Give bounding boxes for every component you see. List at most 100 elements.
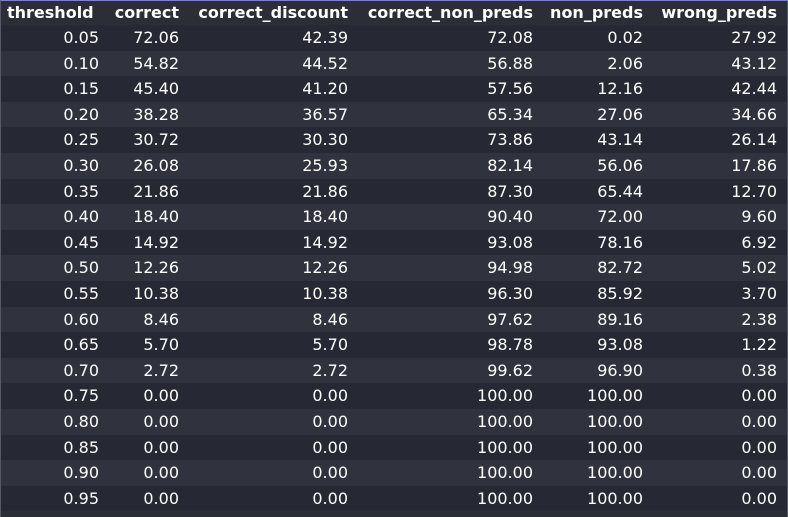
cell-correct: 18.40 bbox=[109, 204, 189, 230]
cell-threshold: 0.95 bbox=[1, 485, 109, 512]
cell-wrong-preds: 43.12 bbox=[653, 50, 787, 77]
column-header-correct-non-preds[interactable]: correct_non_preds bbox=[358, 1, 543, 25]
column-header-non-preds[interactable]: non_preds bbox=[543, 1, 653, 25]
cell-non-preds: 100.00 bbox=[543, 383, 653, 409]
cell-correct-non-preds: 72.08 bbox=[358, 25, 543, 51]
cell-correct-discount: 10.38 bbox=[189, 280, 358, 307]
cell-non-preds: 89.16 bbox=[543, 306, 653, 333]
cell-correct-non-preds: 100.00 bbox=[358, 383, 543, 409]
cell-correct-non-preds: 57.56 bbox=[358, 76, 543, 102]
cell-correct-discount: 12.26 bbox=[189, 255, 358, 281]
cell-non-preds: 56.06 bbox=[543, 152, 653, 179]
table-body: 0.05 72.06 42.39 72.08 0.02 27.92 0.10 54.82 44.… bbox=[1, 25, 787, 512]
cell-non-preds: 12.16 bbox=[543, 76, 653, 102]
table-row[interactable]: 0.65 5.70 5.70 98.78 93.08 1.22 bbox=[1, 332, 787, 358]
cell-threshold: 0.25 bbox=[1, 127, 109, 153]
cell-correct: 26.08 bbox=[109, 152, 189, 179]
cell-threshold: 0.35 bbox=[1, 178, 109, 205]
cell-correct-discount: 8.46 bbox=[189, 306, 358, 333]
table-row[interactable]: 0.55 10.38 10.38 96.30 85.92 3.70 bbox=[1, 280, 787, 307]
cell-correct: 0.00 bbox=[109, 485, 189, 512]
cell-correct: 72.06 bbox=[109, 25, 189, 51]
cell-wrong-preds: 0.00 bbox=[653, 460, 787, 486]
cell-correct-non-preds: 82.14 bbox=[358, 152, 543, 179]
cell-correct: 10.38 bbox=[109, 280, 189, 307]
cell-non-preds: 2.06 bbox=[543, 50, 653, 77]
column-header-threshold[interactable]: threshold bbox=[1, 1, 109, 25]
cell-non-preds: 100.00 bbox=[543, 408, 653, 435]
table-row[interactable]: 0.35 21.86 21.86 87.30 65.44 12.70 bbox=[1, 178, 787, 205]
table-row[interactable]: 0.95 0.00 0.00 100.00 100.00 0.00 bbox=[1, 485, 787, 512]
cell-correct-discount: 0.00 bbox=[189, 460, 358, 486]
cell-correct: 45.40 bbox=[109, 76, 189, 102]
table-row[interactable]: 0.10 54.82 44.52 56.88 2.06 43.12 bbox=[1, 50, 787, 77]
cell-threshold: 0.45 bbox=[1, 229, 109, 256]
cell-correct-discount: 0.00 bbox=[189, 408, 358, 435]
cell-correct-discount: 21.86 bbox=[189, 178, 358, 205]
cell-correct: 5.70 bbox=[109, 332, 189, 358]
cell-non-preds: 27.06 bbox=[543, 101, 653, 128]
cell-non-preds: 65.44 bbox=[543, 178, 653, 205]
cell-non-preds: 82.72 bbox=[543, 255, 653, 281]
cell-correct-discount: 41.20 bbox=[189, 76, 358, 102]
cell-non-preds: 85.92 bbox=[543, 280, 653, 307]
cell-correct: 21.86 bbox=[109, 178, 189, 205]
cell-correct-discount: 5.70 bbox=[189, 332, 358, 358]
cell-non-preds: 100.00 bbox=[543, 460, 653, 486]
table-row[interactable]: 0.50 12.26 12.26 94.98 82.72 5.02 bbox=[1, 255, 787, 281]
table-row[interactable]: 0.30 26.08 25.93 82.14 56.06 17.86 bbox=[1, 152, 787, 179]
cell-correct-discount: 18.40 bbox=[189, 204, 358, 230]
table-row[interactable]: 0.85 0.00 0.00 100.00 100.00 0.00 bbox=[1, 434, 787, 461]
cell-wrong-preds: 0.00 bbox=[653, 383, 787, 409]
cell-correct-non-preds: 98.78 bbox=[358, 332, 543, 358]
cell-correct-non-preds: 90.40 bbox=[358, 204, 543, 230]
cell-threshold: 0.10 bbox=[1, 50, 109, 77]
cell-correct: 0.00 bbox=[109, 460, 189, 486]
cell-correct-non-preds: 65.34 bbox=[358, 101, 543, 128]
cell-threshold: 0.85 bbox=[1, 434, 109, 461]
table-row[interactable]: 0.25 30.72 30.30 73.86 43.14 26.14 bbox=[1, 127, 787, 153]
cell-non-preds: 78.16 bbox=[543, 229, 653, 256]
cell-threshold: 0.65 bbox=[1, 332, 109, 358]
table-row[interactable]: 0.60 8.46 8.46 97.62 89.16 2.38 bbox=[1, 306, 787, 333]
cell-wrong-preds: 5.02 bbox=[653, 255, 787, 281]
cell-correct-non-preds: 100.00 bbox=[358, 485, 543, 512]
cell-non-preds: 43.14 bbox=[543, 127, 653, 153]
cell-correct-non-preds: 94.98 bbox=[358, 255, 543, 281]
cell-non-preds: 0.02 bbox=[543, 25, 653, 51]
cell-wrong-preds: 0.00 bbox=[653, 485, 787, 512]
cell-wrong-preds: 0.00 bbox=[653, 408, 787, 435]
cell-threshold: 0.30 bbox=[1, 152, 109, 179]
cell-correct: 54.82 bbox=[109, 50, 189, 77]
column-header-wrong-preds[interactable]: wrong_preds bbox=[653, 1, 787, 25]
table-row[interactable]: 0.40 18.40 18.40 90.40 72.00 9.60 bbox=[1, 204, 787, 230]
cell-wrong-preds: 42.44 bbox=[653, 76, 787, 102]
cell-wrong-preds: 3.70 bbox=[653, 280, 787, 307]
cell-correct-discount: 0.00 bbox=[189, 434, 358, 461]
cell-correct: 30.72 bbox=[109, 127, 189, 153]
cell-wrong-preds: 0.00 bbox=[653, 434, 787, 461]
cell-correct-non-preds: 87.30 bbox=[358, 178, 543, 205]
cell-correct: 8.46 bbox=[109, 306, 189, 333]
table-row[interactable]: 0.05 72.06 42.39 72.08 0.02 27.92 bbox=[1, 25, 787, 51]
cell-correct-discount: 30.30 bbox=[189, 127, 358, 153]
cell-correct-non-preds: 99.62 bbox=[358, 357, 543, 384]
column-header-correct[interactable]: correct bbox=[109, 1, 189, 25]
table-row[interactable]: 0.45 14.92 14.92 93.08 78.16 6.92 bbox=[1, 229, 787, 256]
cell-correct: 2.72 bbox=[109, 357, 189, 384]
table-row[interactable]: 0.90 0.00 0.00 100.00 100.00 0.00 bbox=[1, 460, 787, 486]
cell-threshold: 0.15 bbox=[1, 76, 109, 102]
table-row[interactable]: 0.80 0.00 0.00 100.00 100.00 0.00 bbox=[1, 408, 787, 435]
table-row[interactable]: 0.20 38.28 36.57 65.34 27.06 34.66 bbox=[1, 101, 787, 128]
table-row[interactable]: 0.70 2.72 2.72 99.62 96.90 0.38 bbox=[1, 357, 787, 384]
cell-correct-discount: 0.00 bbox=[189, 383, 358, 409]
table-row[interactable]: 0.75 0.00 0.00 100.00 100.00 0.00 bbox=[1, 383, 787, 409]
table-header: threshold correct correct_discount corre… bbox=[1, 1, 787, 25]
cell-wrong-preds: 9.60 bbox=[653, 204, 787, 230]
table-row[interactable]: 0.15 45.40 41.20 57.56 12.16 42.44 bbox=[1, 76, 787, 102]
cell-correct-discount: 25.93 bbox=[189, 152, 358, 179]
column-header-correct-discount[interactable]: correct_discount bbox=[189, 1, 358, 25]
cell-correct-non-preds: 100.00 bbox=[358, 434, 543, 461]
